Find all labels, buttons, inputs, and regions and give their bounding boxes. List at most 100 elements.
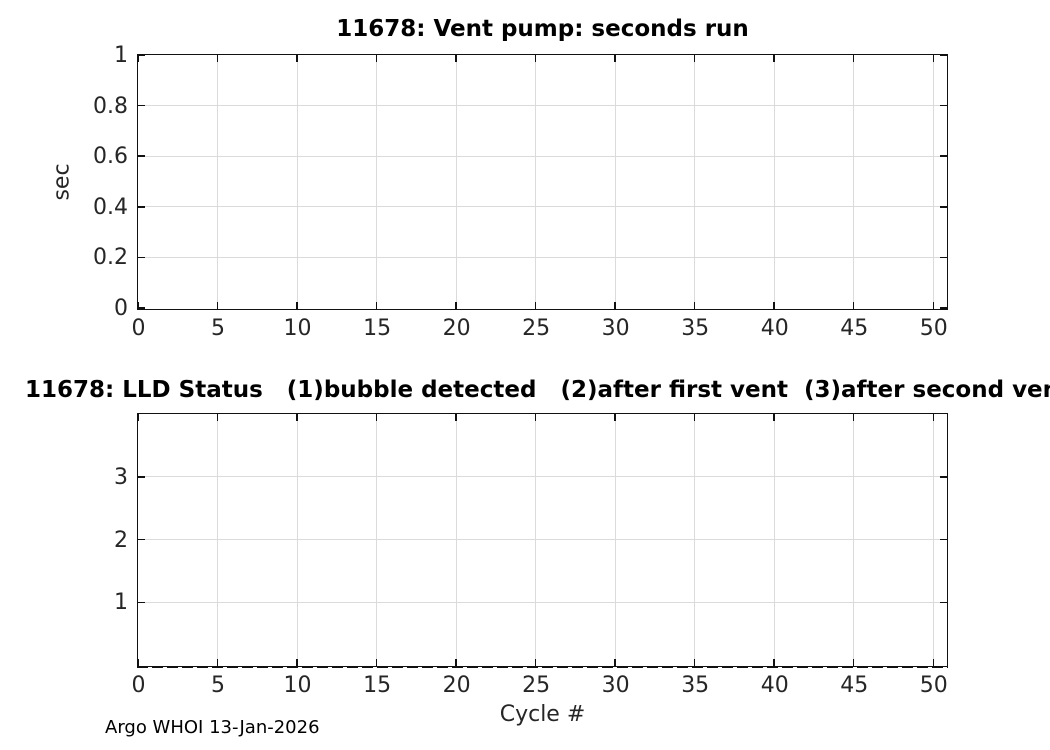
x-axis-tick — [614, 659, 616, 666]
x-axis-tick — [375, 659, 378, 666]
x-axis-tick — [534, 414, 537, 421]
grid-line-x — [455, 55, 457, 309]
y-tick-label: 1 — [114, 43, 128, 68]
y-tick-label: 0.8 — [93, 93, 128, 119]
x-axis-tick — [852, 302, 855, 309]
x-axis-tick — [932, 414, 935, 421]
plot1-axes — [137, 54, 948, 310]
y-tick-label: 1 — [114, 590, 128, 616]
grid-line-x — [217, 414, 219, 666]
x-axis-tick — [455, 302, 457, 309]
x-tick-label: 5 — [211, 673, 226, 698]
y-axis-tick — [940, 206, 947, 208]
grid-line-x — [773, 55, 775, 309]
x-axis-tick — [375, 55, 378, 62]
y-axis-tick — [138, 476, 145, 478]
y-axis-tick — [138, 54, 145, 56]
grid-line-x — [853, 55, 855, 309]
y-axis-tick — [940, 476, 947, 478]
x-axis-tick — [773, 414, 775, 421]
zero-dashed-reference-line — [137, 665, 948, 668]
x-tick-label: 35 — [681, 316, 710, 341]
x-tick-label: 15 — [363, 673, 392, 698]
grid-line-x — [535, 55, 537, 309]
x-tick-label: 0 — [131, 316, 146, 341]
grid-line-x — [694, 55, 696, 309]
grid-line-x — [614, 55, 616, 309]
grid-line-x — [296, 55, 298, 309]
grid-line-y — [138, 206, 947, 208]
grid-line-x — [773, 414, 775, 666]
x-tick-label: 40 — [760, 316, 789, 341]
x-axis-tick — [534, 302, 537, 309]
grid-line-x — [614, 414, 616, 666]
x-axis-tick — [375, 414, 378, 421]
x-axis-tick — [216, 55, 219, 62]
x-axis-tick — [216, 302, 219, 309]
y-axis-tick — [940, 155, 947, 157]
x-axis-tick — [137, 302, 139, 309]
grid-line-y — [138, 105, 947, 107]
y-axis-tick — [940, 307, 947, 309]
x-tick-label: 15 — [363, 316, 392, 341]
x-tick-label: 50 — [919, 673, 948, 698]
y-axis-tick — [138, 206, 145, 208]
grid-line-x — [376, 55, 378, 309]
plot2-xlabel: Cycle # — [499, 702, 586, 727]
x-axis-tick — [693, 659, 696, 666]
x-axis-tick — [296, 55, 298, 62]
x-axis-tick — [216, 414, 219, 421]
x-axis-tick — [455, 414, 457, 421]
x-axis-tick — [773, 659, 775, 666]
plot1-title: 11678: Vent pump: seconds run — [336, 16, 749, 42]
y-tick-label: 0.2 — [93, 245, 128, 271]
x-tick-label: 20 — [442, 673, 471, 698]
grid-line-y — [138, 155, 947, 157]
grid-line-x — [455, 414, 457, 666]
x-tick-label: 40 — [760, 673, 789, 698]
x-axis-tick — [137, 55, 139, 62]
grid-line-x — [217, 55, 219, 309]
plot2-title: 11678: LLD Status (1)bubble detected (2)… — [25, 377, 1050, 403]
x-axis-tick — [693, 414, 696, 421]
x-axis-tick — [932, 55, 935, 62]
x-tick-label: 25 — [522, 316, 551, 341]
x-tick-label: 5 — [211, 316, 226, 341]
y-tick-label: 3 — [114, 464, 128, 490]
x-axis-tick — [455, 659, 457, 666]
x-axis-tick — [534, 55, 537, 62]
grid-line-x — [932, 414, 934, 666]
y-axis-tick — [138, 256, 145, 259]
x-tick-label: 30 — [601, 673, 630, 698]
y-axis-tick — [940, 538, 947, 541]
grid-line-x — [694, 414, 696, 666]
y-tick-label: 0.4 — [93, 194, 128, 220]
x-tick-label: 0 — [131, 673, 146, 698]
x-tick-label: 45 — [840, 673, 869, 698]
x-tick-label: 35 — [681, 673, 710, 698]
grid-line-y — [138, 601, 947, 603]
x-axis-tick — [296, 302, 298, 309]
x-axis-tick — [852, 659, 855, 666]
x-axis-tick — [773, 302, 775, 309]
x-axis-tick — [375, 302, 378, 309]
x-axis-tick — [693, 55, 696, 62]
x-axis-tick — [932, 302, 935, 309]
x-tick-label: 10 — [283, 673, 312, 698]
x-axis-tick — [296, 414, 298, 421]
x-axis-tick — [137, 659, 139, 666]
y-tick-label: 0.6 — [93, 144, 128, 170]
y-axis-tick — [138, 104, 145, 107]
x-tick-label: 10 — [283, 316, 312, 341]
y-axis-tick — [138, 538, 145, 541]
x-tick-label: 25 — [522, 673, 551, 698]
x-axis-tick — [932, 659, 935, 666]
x-tick-label: 45 — [840, 316, 869, 341]
y-axis-tick — [138, 601, 145, 603]
y-axis-tick — [940, 54, 947, 56]
y-axis-tick — [940, 601, 947, 603]
grid-line-y — [138, 476, 947, 478]
x-axis-tick — [693, 302, 696, 309]
y-tick-label: 0 — [114, 296, 128, 321]
